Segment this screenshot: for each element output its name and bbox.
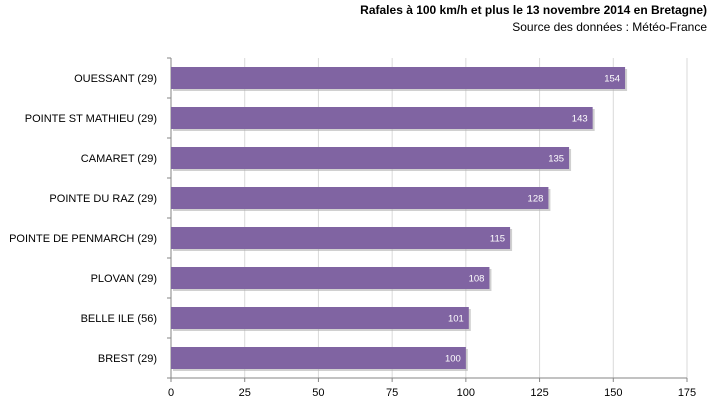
category-label: POINTE DU RAZ (29) (49, 193, 157, 205)
bar (171, 67, 626, 89)
chart-title: Rafales à 100 km/h et plus le 13 novembr… (360, 3, 707, 17)
category-label: BREST (29) (98, 353, 157, 365)
x-tick-label: 0 (168, 387, 174, 399)
category-label: CAMARET (29) (81, 153, 157, 165)
data-label: 108 (469, 274, 485, 285)
bar (171, 267, 490, 289)
bar (171, 107, 593, 129)
bar (171, 307, 469, 329)
category-label: POINTE DE PENMARCH (29) (9, 233, 157, 245)
x-tick-label: 25 (239, 387, 251, 399)
chart-source: Source des données : Météo-France (512, 20, 707, 34)
data-label: 115 (490, 234, 505, 245)
bar (171, 347, 466, 369)
data-label: 143 (572, 114, 588, 125)
data-label: 101 (448, 314, 464, 325)
x-tick-label: 150 (604, 387, 622, 399)
category-label: POINTE ST MATHIEU (29) (25, 113, 157, 125)
data-label: 154 (604, 74, 620, 85)
bar (171, 147, 570, 169)
data-label: 135 (548, 154, 564, 165)
data-label: 100 (445, 354, 461, 365)
data-label: 128 (528, 194, 544, 205)
x-tick-label: 100 (457, 387, 475, 399)
x-tick-label: 50 (312, 387, 324, 399)
bar (171, 227, 511, 249)
category-label: OUESSANT (29) (74, 73, 157, 85)
bar (171, 187, 549, 209)
x-tick-label: 175 (678, 387, 696, 399)
category-label: BELLE ILE (56) (81, 313, 157, 325)
x-tick-label: 75 (386, 387, 398, 399)
x-tick-label: 125 (530, 387, 548, 399)
category-label: PLOVAN (29) (91, 273, 157, 285)
